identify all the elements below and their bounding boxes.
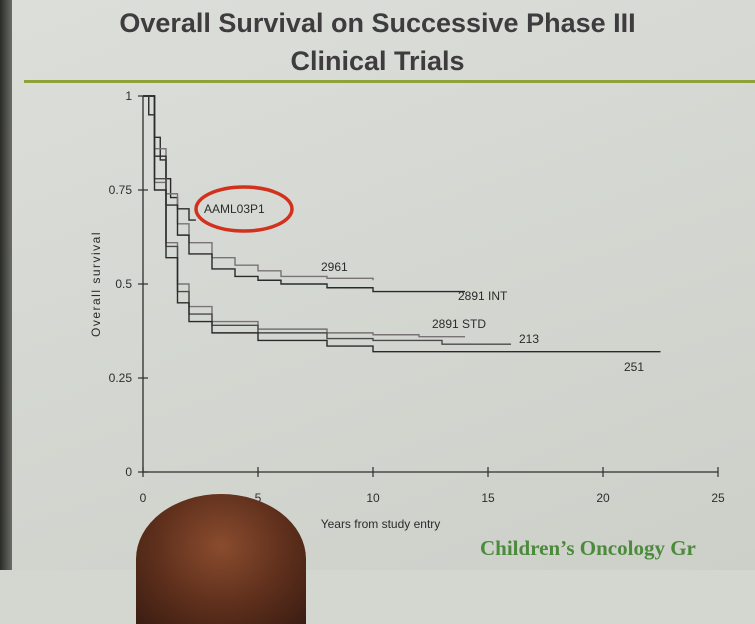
highlight-ellipse [194,185,294,233]
slide-title: Overall Survival on Successive Phase III… [0,4,755,80]
footer-organization: Children’s Oncology Gr [480,536,696,560]
chart-axes: 0 5 10 15 20 25 0 0.25 0.5 0.75 1 Years from study … [89,89,725,531]
audience-head-silhouette [136,494,306,624]
y-axis-title: Overall survival [89,231,103,337]
slide-title-line-1: Overall Survival on Successive Phase III [119,8,636,38]
screen-edge [0,0,12,570]
slide-title-line-2: Clinical Trials [290,46,465,76]
y-tick-label: 0 [125,465,132,479]
series-line-2891-int [143,95,465,293]
chart-series-labels: AAML03P1 2961 2891 INT 2891 STD 213 251 [204,202,644,374]
series-label-2891-std: 2891 STD [432,317,486,331]
y-tick-label: 1 [125,89,132,103]
title-divider [24,80,755,83]
series-line-2891-std [143,95,465,338]
x-axis-title: Years from study entry [321,517,441,531]
series-label-213: 213 [519,332,539,346]
series-label-251: 251 [624,360,644,374]
y-tick-label: 0.25 [109,371,133,385]
x-tick-label: 25 [711,491,725,505]
series-label-2961: 2961 [321,260,348,274]
x-tick-label: 0 [140,491,147,505]
series-label-2891-int: 2891 INT [458,289,508,303]
x-tick-label: 15 [481,491,495,505]
x-tick-label: 20 [596,491,610,505]
series-line-aaml03p1 [143,95,196,221]
series-label-aaml03p1: AAML03P1 [204,202,265,216]
y-tick-label: 0.75 [109,183,133,197]
series-line-251 [143,95,661,353]
y-tick-label: 0.5 [115,277,132,291]
slide-background [10,0,755,570]
chart-series [143,95,661,353]
x-tick-label: 10 [366,491,380,505]
x-tick-label: 5 [255,491,262,505]
survival-chart: 0 5 10 15 20 25 0 0.25 0.5 0.75 1 Years from study … [89,89,725,531]
